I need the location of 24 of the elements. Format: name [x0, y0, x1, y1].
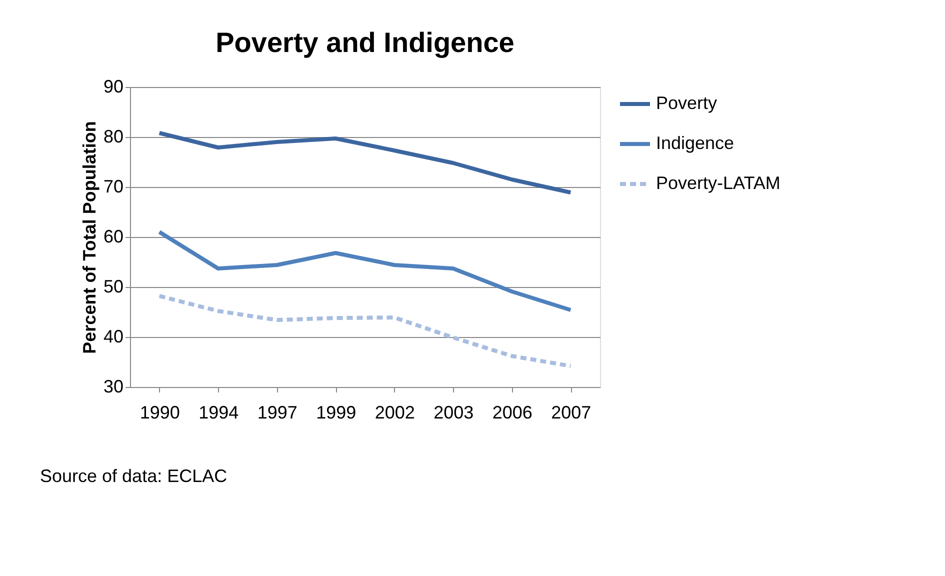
line-series — [157, 230, 573, 312]
y-tick-label: 30 — [103, 376, 124, 396]
y-tick-label: 80 — [103, 126, 124, 146]
legend-label: Indigence — [656, 133, 734, 153]
x-tick-label: 2007 — [551, 402, 592, 422]
x-tick-label: 1990 — [140, 402, 180, 422]
legend-label: Poverty — [656, 93, 718, 113]
y-tick-label: 70 — [103, 176, 124, 196]
y-tick-label: 40 — [103, 326, 124, 346]
legend-label: Poverty-LATAM — [656, 173, 780, 193]
line-series — [157, 294, 573, 368]
x-tick-label: 1997 — [257, 402, 298, 422]
x-tick-label: 2002 — [374, 402, 415, 422]
x-tick-label: 2006 — [492, 402, 532, 422]
x-tick-label: 1994 — [198, 402, 239, 422]
y-tick-label: 50 — [103, 276, 124, 296]
y-tick-label: 90 — [103, 76, 124, 96]
chart-title: Poverty and Indigence — [216, 27, 514, 58]
line-series — [157, 131, 573, 194]
x-tick-label: 2003 — [434, 402, 474, 422]
y-tick-label: 60 — [103, 226, 124, 246]
x-tick-label: 1999 — [316, 402, 356, 422]
y-axis-title: Percent of Total Population — [79, 121, 100, 354]
source-note: Source of data: ECLAC — [40, 466, 228, 486]
